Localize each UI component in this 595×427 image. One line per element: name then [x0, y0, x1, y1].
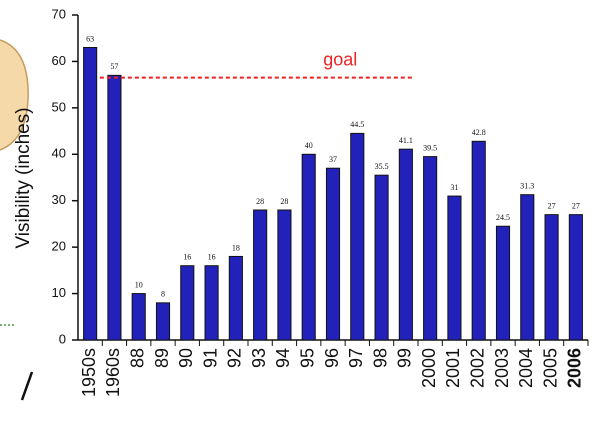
x-tick-label: 93 — [249, 348, 269, 368]
x-tick-label: 2000 — [419, 348, 439, 388]
decoration — [20, 371, 34, 401]
x-tick-label: 88 — [127, 348, 147, 368]
x-tick-label: 97 — [346, 348, 366, 368]
x-tick-label: 2005 — [540, 348, 560, 388]
value-label: 27 — [572, 201, 580, 210]
value-label: 41.1 — [399, 136, 413, 145]
bar — [495, 225, 511, 341]
x-tick-label: 1960s — [103, 348, 123, 397]
bar — [568, 214, 583, 341]
value-label: 18 — [232, 243, 240, 252]
goal-label: goal — [323, 49, 357, 69]
value-label: 40 — [305, 141, 313, 150]
bar — [83, 47, 98, 341]
value-label: 42.8 — [472, 128, 486, 137]
x-tick-label: 98 — [370, 348, 390, 368]
bar — [374, 174, 389, 341]
bar — [204, 265, 219, 341]
x-tick-label: 94 — [273, 348, 293, 368]
bar — [228, 255, 243, 341]
bar — [155, 302, 171, 341]
y-tick-label: 20 — [52, 239, 66, 254]
value-label: 28 — [256, 197, 264, 206]
value-label: 16 — [208, 253, 216, 262]
bar — [520, 194, 535, 341]
x-tick-label: 92 — [225, 348, 245, 368]
bar — [107, 74, 122, 341]
value-label: 44.5 — [350, 120, 364, 129]
x-tick-label: 95 — [297, 348, 317, 368]
x-tick-label: 2006 — [565, 348, 585, 388]
y-tick-label: 30 — [52, 192, 66, 207]
x-tick-label: 89 — [152, 348, 172, 368]
x-tick-label: 2002 — [467, 348, 487, 388]
value-label: 31.3 — [520, 182, 534, 191]
value-label: 10 — [135, 280, 143, 289]
bar — [423, 156, 438, 341]
bar — [131, 293, 146, 341]
bar — [398, 148, 413, 341]
y-tick-label: 0 — [59, 331, 66, 346]
value-label: 37 — [329, 155, 337, 164]
value-label: 16 — [183, 253, 191, 262]
x-tick-label: 2003 — [492, 348, 512, 388]
y-tick-label: 10 — [52, 285, 66, 300]
value-label: 31 — [450, 183, 458, 192]
x-tick-label: 99 — [395, 348, 415, 368]
bar — [544, 214, 559, 341]
x-tick-label: 2001 — [443, 348, 463, 388]
y-tick-label: 60 — [52, 53, 66, 68]
x-tick-label: 2004 — [516, 348, 536, 388]
bar — [325, 167, 341, 341]
value-label: 24.5 — [496, 213, 510, 222]
x-tick-label: 96 — [322, 348, 342, 368]
bar — [350, 132, 365, 341]
bar — [447, 195, 462, 341]
y-tick-label: 70 — [52, 6, 66, 21]
y-tick-label: 50 — [52, 99, 66, 114]
bar — [180, 265, 195, 341]
bar — [301, 153, 316, 341]
decoration — [0, 39, 29, 151]
y-tick-label: 40 — [52, 146, 66, 161]
y-axis-label: Visibility (inches) — [13, 107, 34, 248]
bar — [277, 209, 292, 341]
value-label: 39.5 — [423, 143, 437, 152]
bar — [253, 209, 268, 341]
x-tick-label: 1950s — [79, 348, 99, 397]
value-label: 8 — [161, 290, 165, 299]
x-tick-label: 90 — [176, 348, 196, 368]
value-label: 35.5 — [375, 162, 389, 171]
bar — [471, 140, 486, 341]
value-label: 27 — [548, 201, 556, 210]
x-tick-label: 91 — [200, 348, 220, 368]
value-label: 28 — [280, 197, 288, 206]
value-label: 63 — [86, 34, 94, 43]
value-label: 57 — [110, 62, 118, 71]
